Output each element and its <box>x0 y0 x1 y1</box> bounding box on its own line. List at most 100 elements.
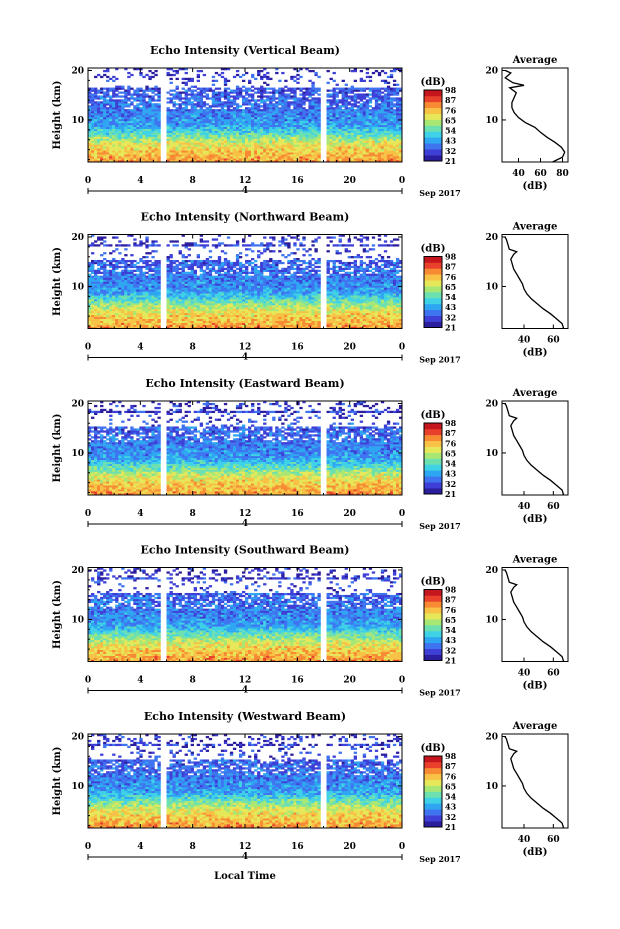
heatmap-cell <box>284 152 288 155</box>
heatmap-cell <box>178 124 182 128</box>
heatmap-cell <box>139 107 143 110</box>
heatmap-cell <box>217 142 222 145</box>
heatmap-cell <box>112 156 116 159</box>
heatmap-cell <box>395 154 400 157</box>
heatmap-cell <box>365 154 370 157</box>
heatmap-cell <box>121 138 125 141</box>
heatmap-cell <box>115 113 119 116</box>
heatmap-cell <box>371 136 376 139</box>
heatmap-cell <box>395 91 400 94</box>
heatmap-cell <box>181 146 185 149</box>
heatmap-cell <box>133 89 137 92</box>
heatmap-cell <box>91 120 95 124</box>
heatmap-cell <box>272 144 276 147</box>
heatmap-cell <box>350 91 354 94</box>
heatmap-cell <box>299 150 303 153</box>
heatmap-cell <box>142 120 146 124</box>
heatmap-cell <box>109 312 113 316</box>
heatmap-cell <box>88 269 92 273</box>
heatmap-cell <box>115 291 119 294</box>
heatmap-cell <box>175 316 179 320</box>
heatmap-cell <box>130 318 134 321</box>
heatmap-cell <box>157 291 161 294</box>
heatmap-cell <box>154 128 158 131</box>
heatmap-cell <box>151 146 155 149</box>
heatmap-cell <box>130 124 134 128</box>
heatmap-cell <box>148 269 152 273</box>
heatmap-cell <box>223 136 228 139</box>
heatmap-cell <box>181 156 185 159</box>
heatmap-cell <box>371 160 376 163</box>
heatmap-cell <box>311 120 315 124</box>
heatmap-cell <box>374 134 379 137</box>
heatmap-cell <box>133 259 137 263</box>
heatmap-cell <box>124 303 128 306</box>
heatmap-cell <box>127 322 131 325</box>
heatmap-cell <box>175 279 179 282</box>
heatmap-cell <box>254 160 258 163</box>
heatmap-cell <box>254 99 258 102</box>
heatmap-cell <box>100 109 104 112</box>
heatmap-cell <box>296 124 300 128</box>
heatmap-cell <box>332 97 336 100</box>
heatmap-cell <box>217 111 222 114</box>
heatmap-cell <box>266 107 270 110</box>
heatmap-cell <box>356 101 361 104</box>
heatmap-cell <box>329 158 333 161</box>
heatmap-cell <box>214 111 219 114</box>
heatmap-cell <box>151 310 155 314</box>
heatmap-cell <box>175 240 179 243</box>
heatmap-cell <box>278 152 282 155</box>
heatmap-cell <box>166 91 170 94</box>
heatmap-cell <box>130 287 134 290</box>
heatmap-cell <box>100 271 104 274</box>
heatmap-cell <box>380 124 385 128</box>
heatmap-cell <box>260 146 264 149</box>
heatmap-cell <box>308 107 312 110</box>
heatmap-cell <box>169 128 173 131</box>
heatmap-cell <box>91 306 95 310</box>
heatmap-cell <box>365 156 370 159</box>
heatmap-cell <box>184 142 188 145</box>
heatmap-cell <box>178 267 182 271</box>
heatmap-cell <box>127 85 131 88</box>
heatmap-cell <box>359 146 364 149</box>
heatmap-cell <box>347 113 351 116</box>
heatmap-cell <box>344 99 348 102</box>
heatmap-cell <box>356 109 361 112</box>
heatmap-cell <box>148 101 152 104</box>
heatmap-cell <box>169 254 173 257</box>
heatmap-cell <box>335 144 339 147</box>
heatmap-cell <box>106 263 110 267</box>
heatmap-cell <box>284 85 288 88</box>
heatmap-cell <box>260 154 264 157</box>
heatmap-cell <box>296 150 300 153</box>
heatmap-cell <box>199 150 204 153</box>
heatmap-cell <box>166 111 170 114</box>
heatmap-cell <box>359 136 364 139</box>
heatmap-cell <box>115 308 119 312</box>
heatmap-cell <box>275 97 279 100</box>
heatmap-cell <box>157 99 161 102</box>
heatmap-cell <box>290 116 294 120</box>
heatmap-cell <box>278 140 282 143</box>
heatmap-cell <box>299 120 303 124</box>
heatmap-cell <box>133 158 137 161</box>
heatmap-cell <box>254 140 258 143</box>
heatmap-cell <box>208 140 213 143</box>
heatmap-cell <box>148 158 152 161</box>
heatmap-cell <box>359 138 364 141</box>
heatmap-cell <box>115 93 119 96</box>
heatmap-cell <box>172 318 176 321</box>
heatmap-cell <box>302 113 306 116</box>
heatmap-cell <box>172 269 176 273</box>
heatmap-cell <box>112 103 116 106</box>
heatmap-cell <box>94 152 98 155</box>
heatmap-cell <box>350 148 354 151</box>
heatmap-cell <box>103 285 107 288</box>
heatmap-cell <box>154 136 158 139</box>
heatmap-cell <box>94 271 98 274</box>
heatmap-cell <box>124 277 128 280</box>
heatmap-cell <box>217 103 222 106</box>
heatmap-cell <box>118 156 122 159</box>
